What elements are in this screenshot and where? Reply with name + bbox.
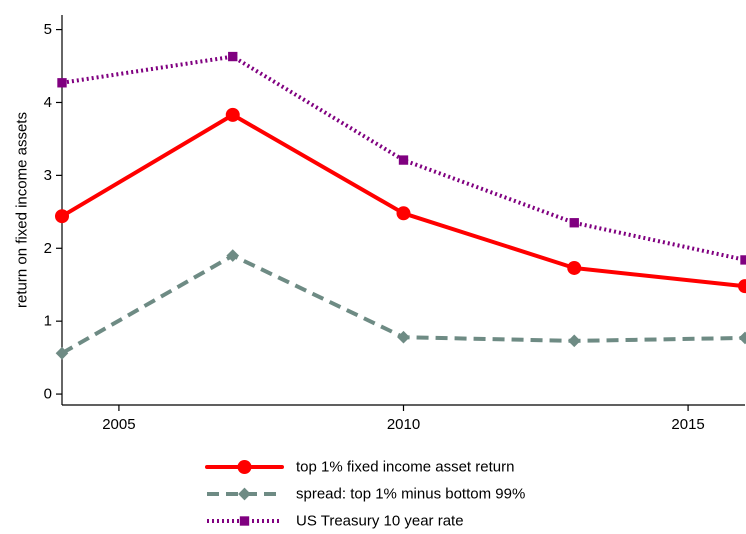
y-tick-label: 4 xyxy=(44,94,52,111)
data-point xyxy=(738,279,746,294)
data-point xyxy=(567,334,581,348)
y-axis-title: return on fixed income assets xyxy=(14,112,31,308)
x-ticks: 2005 2010 2015 xyxy=(102,405,705,433)
data-point xyxy=(567,260,582,275)
series-2 xyxy=(57,51,746,265)
data-point xyxy=(738,331,746,345)
data-point xyxy=(55,346,69,360)
legend-item: spread: top 1% minus bottom 99% xyxy=(207,486,525,503)
y-tick-label: 3 xyxy=(44,167,52,184)
legend-marker xyxy=(239,516,250,526)
data-point xyxy=(226,249,240,262)
y-ticks: 0 1 2 3 4 5 xyxy=(44,21,62,403)
data-point xyxy=(569,218,579,228)
data-point xyxy=(228,51,238,62)
series-layer xyxy=(55,51,746,360)
y-tick-label: 1 xyxy=(44,313,52,330)
data-point xyxy=(57,78,67,88)
legend: top 1% fixed income asset return spread: … xyxy=(205,459,525,530)
y-tick-label: 2 xyxy=(44,240,52,257)
series-line xyxy=(60,112,746,289)
data-point xyxy=(55,209,69,224)
data-point xyxy=(396,206,411,221)
data-point xyxy=(398,155,409,165)
legend-marker xyxy=(237,460,252,474)
series-1 xyxy=(55,249,746,360)
legend-item: US Treasury 10 year rate xyxy=(207,513,464,530)
data-point xyxy=(225,107,240,122)
y-tick-label: 5 xyxy=(44,21,52,38)
legend-label: top 1% fixed income asset return xyxy=(296,459,514,476)
series-0 xyxy=(55,107,746,294)
data-point xyxy=(397,330,410,344)
series-line xyxy=(61,54,746,262)
data-point xyxy=(740,255,746,265)
legend-marker xyxy=(238,487,251,501)
x-tick-label: 2005 xyxy=(102,416,135,433)
legend-label: US Treasury 10 year rate xyxy=(296,513,464,530)
x-tick-label: 2015 xyxy=(671,416,704,433)
legend-label: spread: top 1% minus bottom 99% xyxy=(296,486,525,503)
x-tick-label: 2010 xyxy=(387,416,420,433)
legend-item: top 1% fixed income asset return xyxy=(205,459,514,476)
y-tick-label: 0 xyxy=(44,386,52,403)
